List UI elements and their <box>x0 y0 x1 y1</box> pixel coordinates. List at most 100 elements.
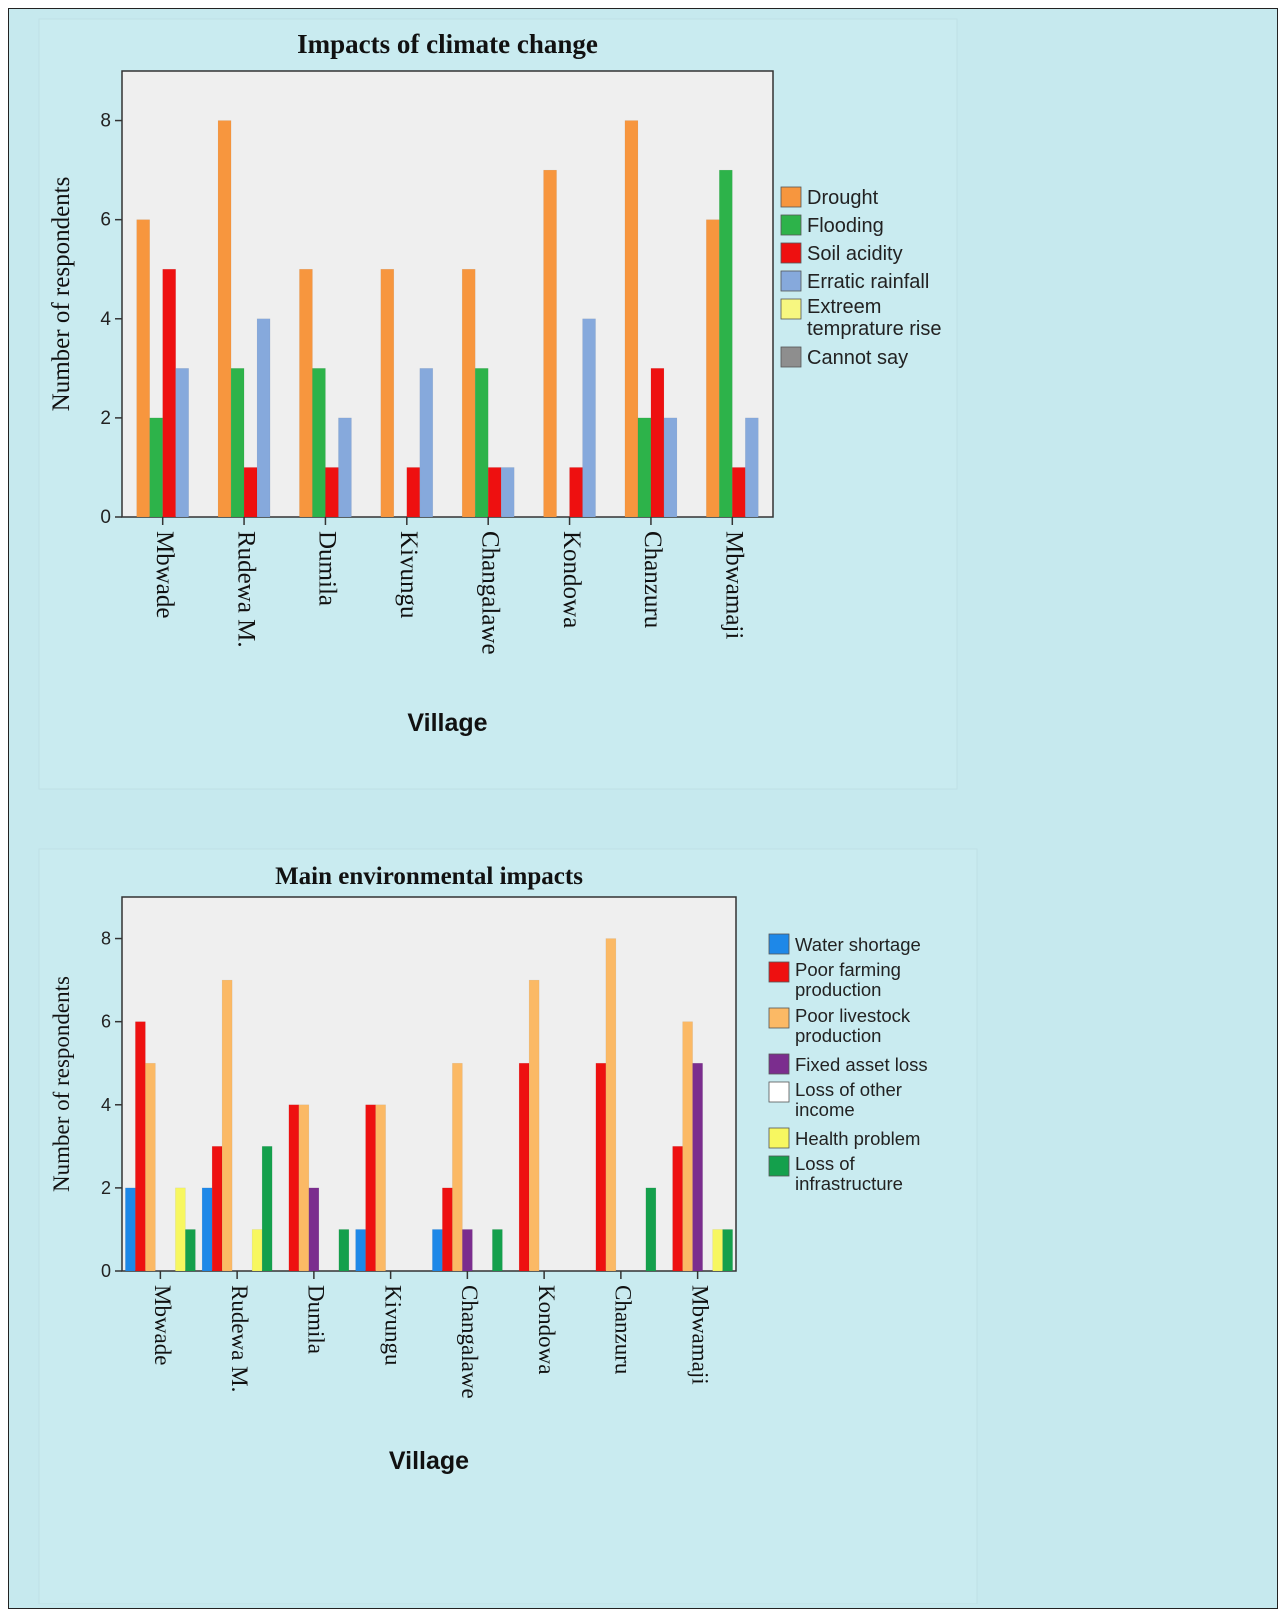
bar <box>338 417 352 518</box>
bar <box>672 1146 683 1272</box>
bar <box>175 368 189 518</box>
bar <box>722 1229 733 1272</box>
legend-label: Fixed asset loss <box>795 1054 928 1075</box>
bar <box>380 268 395 518</box>
climate-impacts-chart: Impacts of climate change 0 2 4 6 8 Number of … <box>38 18 958 790</box>
bar <box>365 1104 376 1272</box>
bar <box>582 318 596 518</box>
legend-swatch <box>768 1155 790 1177</box>
bar <box>474 368 489 518</box>
x-tick-label: Changalawe <box>457 1285 482 1399</box>
x-tick-label: Chanzuru <box>611 1285 636 1375</box>
x-tick-label: Mbwade <box>150 1285 175 1365</box>
x-tick-label: Kivungu <box>380 1285 405 1366</box>
x-axis-label: Village <box>407 709 487 737</box>
environmental-impacts-chart: Main environmental impacts 0 2 4 6 8 Number of… <box>38 848 978 1604</box>
bar <box>288 1104 300 1272</box>
bar <box>308 1187 320 1272</box>
legend-swatch <box>780 186 802 208</box>
legend-label: Poor livestock production <box>795 1005 911 1046</box>
y-tick-label: 0 <box>101 1261 111 1281</box>
bar <box>217 120 232 518</box>
bar <box>312 368 326 518</box>
legend-swatch <box>780 298 802 320</box>
chart-title: Main environmental impacts <box>275 863 583 890</box>
legend-label: Loss of other income <box>795 1079 902 1120</box>
y-tick-label: 4 <box>101 1095 111 1115</box>
bar <box>745 417 759 518</box>
bar <box>462 1229 473 1272</box>
x-tick-label: Chanzuru <box>639 531 666 629</box>
y-tick-label: 0 <box>100 507 111 528</box>
legend-label: Extreem temprature rise <box>807 296 942 340</box>
legend-swatch <box>780 346 802 368</box>
bar <box>518 1062 530 1272</box>
bar <box>338 1229 350 1272</box>
bar <box>256 318 271 518</box>
figure-frame: Impacts of climate change 0 2 4 6 8 Number of … <box>8 8 1278 1609</box>
bar <box>692 1062 703 1272</box>
x-tick-label: Changalawe <box>476 531 503 655</box>
x-tick-label: Rudewa M. <box>227 1285 252 1392</box>
y-axis-label: Number of respondents <box>48 177 75 412</box>
legend-swatch <box>780 242 802 264</box>
bar <box>706 219 720 518</box>
bar <box>162 268 176 518</box>
bar <box>650 368 665 518</box>
bar <box>719 169 733 518</box>
bar <box>487 467 502 518</box>
bar <box>175 1187 186 1272</box>
legend-label: Erratic rainfall <box>807 271 929 293</box>
bar <box>492 1229 503 1272</box>
x-tick-label: Kondowa <box>558 531 585 628</box>
bar <box>230 368 245 518</box>
bar <box>325 467 339 518</box>
legend-label: Poor farming production <box>795 959 901 1000</box>
x-tick-label: Rudewa M. <box>232 531 259 648</box>
bar <box>145 1062 156 1272</box>
bar <box>569 467 583 518</box>
bar <box>298 1104 310 1272</box>
bar <box>682 1021 693 1272</box>
y-axis-label: Number of respondents <box>49 976 74 1192</box>
bar <box>442 1187 453 1272</box>
x-tick-label: Dumila <box>314 531 341 606</box>
bar <box>136 219 150 518</box>
x-tick-label: Mbwamaji <box>687 1285 712 1385</box>
bar <box>251 1229 263 1272</box>
legend-label: Cannot say <box>807 347 908 369</box>
chart-title: Impacts of climate change <box>297 29 598 59</box>
legend-label: Drought <box>807 187 879 209</box>
y-tick-label: 2 <box>101 1178 111 1198</box>
bar <box>595 1062 607 1272</box>
bar <box>243 467 258 518</box>
bar <box>201 1187 213 1272</box>
bar <box>125 1187 136 1272</box>
x-tick-label: Kivungu <box>395 531 422 619</box>
bar <box>299 268 313 518</box>
x-tick-label: Mbwamaji <box>721 531 748 639</box>
bar <box>543 169 557 518</box>
x-axis-label: Village <box>389 1447 469 1475</box>
x-tick-label: Mbwade <box>151 531 178 618</box>
bar <box>185 1229 196 1272</box>
legend-swatch <box>780 214 802 236</box>
y-tick-label: 6 <box>101 1012 111 1032</box>
legend-swatch <box>768 933 790 955</box>
bar <box>211 1146 223 1272</box>
bar <box>663 417 678 518</box>
legend-label: Loss of infrastructure <box>795 1153 903 1194</box>
bar <box>500 467 515 518</box>
bar <box>645 1187 657 1272</box>
bar <box>149 417 163 518</box>
bar <box>375 1104 386 1272</box>
legend-swatch <box>768 1007 790 1029</box>
legend-label: Soil acidity <box>807 243 903 265</box>
y-tick-label: 6 <box>100 210 111 231</box>
bar <box>605 938 617 1272</box>
bar <box>406 467 421 518</box>
bar <box>261 1146 273 1272</box>
bar <box>624 120 639 518</box>
bar <box>419 368 434 518</box>
bar <box>355 1229 366 1272</box>
